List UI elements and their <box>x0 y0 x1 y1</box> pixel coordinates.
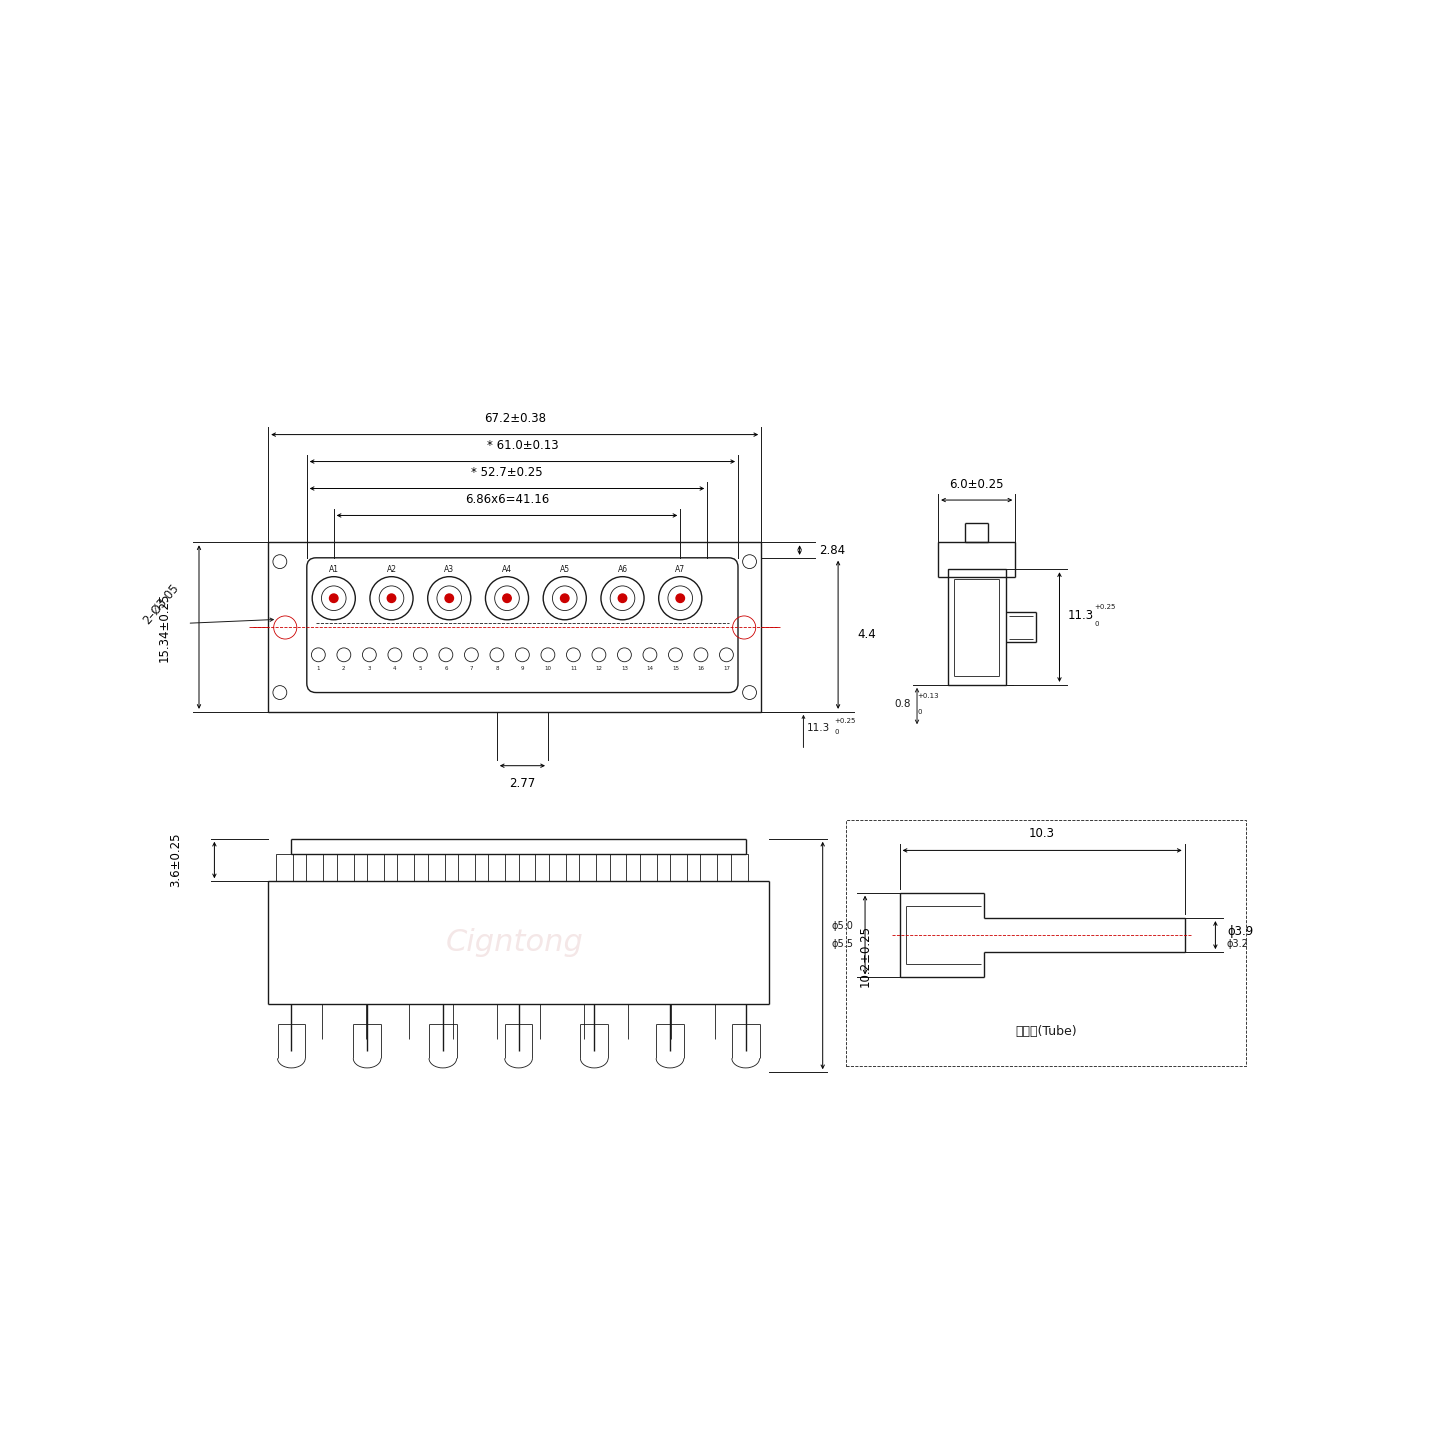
Text: 0: 0 <box>834 729 838 734</box>
Bar <box>579 854 596 881</box>
Text: 3: 3 <box>367 665 372 671</box>
Text: 11.3: 11.3 <box>1067 609 1093 622</box>
Text: 6.0±0.25: 6.0±0.25 <box>949 478 1004 491</box>
Bar <box>458 854 475 881</box>
Bar <box>700 854 717 881</box>
Bar <box>549 854 566 881</box>
Bar <box>488 854 505 881</box>
Bar <box>948 569 1005 685</box>
Text: 2: 2 <box>343 665 346 671</box>
Text: ϕ5.5: ϕ5.5 <box>831 939 854 949</box>
Text: A1: A1 <box>328 564 338 573</box>
Circle shape <box>503 593 511 602</box>
Text: * 61.0±0.13: * 61.0±0.13 <box>487 439 559 452</box>
Text: 0: 0 <box>917 708 922 714</box>
Text: 15.34±0.25: 15.34±0.25 <box>158 592 171 662</box>
Text: 14: 14 <box>647 665 654 671</box>
Text: +0.13: +0.13 <box>917 694 939 700</box>
Text: 6: 6 <box>444 665 448 671</box>
Bar <box>307 854 323 881</box>
Text: 12: 12 <box>595 665 602 671</box>
Text: 13: 13 <box>621 665 628 671</box>
Text: A6: A6 <box>618 564 628 573</box>
Text: 6.86x6=41.16: 6.86x6=41.16 <box>465 494 549 507</box>
Text: 5: 5 <box>419 665 422 671</box>
Text: 15: 15 <box>672 665 678 671</box>
Text: +0.25: +0.25 <box>834 719 855 724</box>
Bar <box>367 854 384 881</box>
Text: ϕ3.2: ϕ3.2 <box>1227 939 1248 949</box>
Text: 9: 9 <box>521 665 524 671</box>
Text: 16: 16 <box>697 665 704 671</box>
Text: 4: 4 <box>393 665 396 671</box>
Circle shape <box>618 593 626 602</box>
Bar <box>428 854 445 881</box>
Text: Cigntong: Cigntong <box>446 929 583 958</box>
Text: 7: 7 <box>469 665 474 671</box>
Text: A7: A7 <box>675 564 685 573</box>
Text: 2–Ø3.05: 2–Ø3.05 <box>140 582 181 626</box>
Text: 17: 17 <box>723 665 730 671</box>
Text: 2.84: 2.84 <box>819 543 845 557</box>
Text: Cigntong: Cigntong <box>446 612 583 642</box>
Circle shape <box>675 593 684 602</box>
Bar <box>670 854 687 881</box>
Circle shape <box>560 593 569 602</box>
Circle shape <box>445 593 454 602</box>
Text: 11.3: 11.3 <box>808 723 831 733</box>
Text: 10.2±0.25: 10.2±0.25 <box>858 924 871 986</box>
Text: A2: A2 <box>386 564 396 573</box>
Text: 3.6±0.25: 3.6±0.25 <box>170 832 183 887</box>
Text: 屏蔽管(Tube): 屏蔽管(Tube) <box>1015 1025 1077 1038</box>
Bar <box>337 854 354 881</box>
Text: * 52.7±0.25: * 52.7±0.25 <box>471 467 543 480</box>
Bar <box>609 854 626 881</box>
Text: 0.8: 0.8 <box>894 698 912 708</box>
Text: ϕ3.9: ϕ3.9 <box>1227 924 1253 937</box>
Text: 67.2±0.38: 67.2±0.38 <box>484 412 546 425</box>
Bar <box>397 854 415 881</box>
Text: ϕ5.0: ϕ5.0 <box>832 920 854 930</box>
Bar <box>639 854 657 881</box>
FancyBboxPatch shape <box>307 557 739 693</box>
Text: 8: 8 <box>495 665 498 671</box>
Text: A4: A4 <box>503 564 513 573</box>
Text: 0: 0 <box>1094 621 1099 628</box>
Bar <box>730 854 747 881</box>
Text: A3: A3 <box>444 564 454 573</box>
Text: 4.4: 4.4 <box>857 628 876 641</box>
Text: A5: A5 <box>560 564 570 573</box>
Text: 11: 11 <box>570 665 577 671</box>
Bar <box>518 854 536 881</box>
Text: 1: 1 <box>317 665 320 671</box>
Text: 10.3: 10.3 <box>1030 828 1056 841</box>
Bar <box>845 819 1246 1066</box>
Bar <box>276 854 292 881</box>
Text: +0.25: +0.25 <box>1094 603 1116 609</box>
Circle shape <box>330 593 338 602</box>
Text: 2.77: 2.77 <box>510 778 536 791</box>
Text: 10: 10 <box>544 665 552 671</box>
Circle shape <box>387 593 396 602</box>
